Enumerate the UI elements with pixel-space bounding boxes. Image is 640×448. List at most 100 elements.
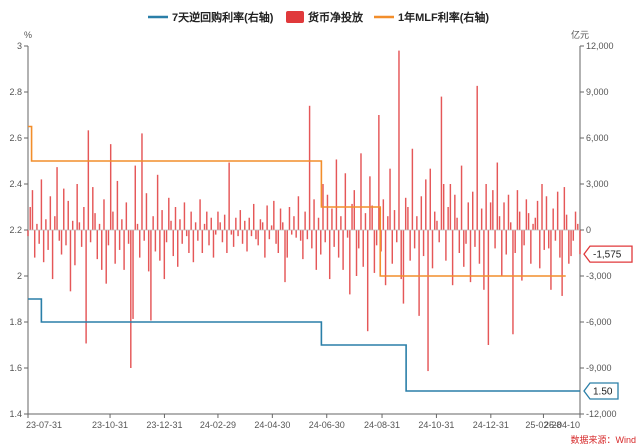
- net-injection-bar: [480, 208, 483, 230]
- net-injection-bar: [380, 230, 382, 252]
- net-injection-bar: [324, 230, 326, 243]
- right-tick-label: 3,000: [586, 179, 609, 189]
- net-injection-bar: [74, 230, 76, 266]
- x-tick-label: 23-07-31: [26, 420, 62, 430]
- net-injection-bar: [391, 230, 393, 264]
- net-injection-bar: [375, 230, 378, 246]
- net-injection-bar: [230, 230, 233, 235]
- net-injection-bar: [101, 230, 103, 270]
- net-injection-bar: [378, 115, 380, 230]
- net-injection-bar: [199, 199, 201, 230]
- net-injection-bar: [333, 230, 335, 247]
- net-injection-bar: [275, 230, 277, 244]
- net-injection-bar: [534, 217, 537, 230]
- net-injection-bar: [447, 207, 449, 230]
- net-injection-bar: [411, 148, 414, 230]
- net-injection-bar: [469, 230, 472, 283]
- net-injection-bar: [96, 230, 98, 260]
- net-injection-bar: [425, 179, 427, 230]
- net-injection-bar: [192, 230, 195, 263]
- x-tick-label: 24-04-30: [254, 420, 290, 430]
- net-injection-bar: [317, 217, 320, 230]
- net-injection-bar: [366, 230, 369, 332]
- net-injection-bar: [116, 180, 119, 230]
- net-injection-bar: [206, 211, 208, 230]
- net-injection-bar: [237, 230, 239, 237]
- net-injection-bar: [179, 219, 181, 230]
- net-injection-bar: [181, 230, 183, 244]
- x-tick-label: 25-02-28: [525, 420, 561, 430]
- net-injection-bar: [572, 230, 575, 241]
- net-injection-bar: [295, 230, 297, 238]
- net-injection-bar: [527, 213, 530, 230]
- net-injection-bar: [201, 230, 204, 253]
- x-tick-label: 23-12-31: [146, 420, 182, 430]
- net-injection-bar: [248, 217, 250, 230]
- net-injection-bar: [523, 230, 525, 246]
- right-tick-label: 6,000: [586, 133, 609, 143]
- net-injection-bar: [65, 230, 67, 246]
- net-injection-bar: [273, 200, 275, 230]
- net-injection-bar: [308, 105, 311, 230]
- net-injection-bar: [360, 153, 362, 230]
- net-injection-bar: [445, 230, 447, 261]
- net-injection-bar: [83, 207, 85, 230]
- net-injection-bar: [67, 200, 69, 230]
- net-injection-bar: [47, 230, 49, 250]
- chart-legend: 7天逆回购利率(右轴) 货币净投放 1年MLF利率(右轴): [148, 10, 489, 24]
- net-injection-bar: [306, 230, 309, 240]
- legend-swatch-net-injection: [286, 11, 304, 23]
- net-injection-bar: [543, 230, 545, 250]
- left-tick-label: 1.8: [9, 317, 22, 327]
- net-injection-bar: [172, 230, 174, 257]
- net-injection-bar: [416, 216, 418, 230]
- net-injection-bar: [451, 230, 454, 286]
- net-injection-bar: [554, 230, 557, 241]
- source-note: 数据来源：Wind: [570, 434, 636, 445]
- net-injection-bar: [38, 230, 40, 244]
- net-injection-bar: [355, 230, 358, 276]
- net-injection-bar: [168, 197, 170, 230]
- net-injection-bar: [161, 210, 163, 230]
- net-injection-bar: [574, 211, 577, 230]
- net-injection-bar: [438, 230, 440, 243]
- net-injection-bar: [118, 230, 121, 250]
- net-injection-bar: [212, 230, 215, 258]
- net-injection-bar: [530, 230, 532, 264]
- net-injection-bar: [456, 217, 458, 230]
- net-injection-bar: [42, 230, 45, 263]
- net-injection-bar: [460, 165, 463, 230]
- net-injection-bar: [49, 196, 52, 230]
- right-tick-label: 12,000: [586, 41, 614, 51]
- net-injection-bar: [369, 176, 371, 230]
- net-injection-bar: [121, 219, 123, 230]
- net-injection-bar: [223, 214, 226, 230]
- net-injection-bar: [458, 230, 461, 253]
- net-injection-bar: [217, 211, 219, 230]
- net-injection-bar: [328, 230, 331, 280]
- net-injection-bar: [532, 223, 534, 230]
- right-tick-label: -3,000: [586, 271, 612, 281]
- net-injection-bar: [487, 230, 490, 345]
- net-injection-bar: [69, 230, 72, 292]
- net-injection-bar: [288, 207, 291, 230]
- net-injection-bar: [449, 184, 452, 230]
- net-injection-bar: [284, 230, 286, 283]
- net-injection-bar: [241, 230, 244, 244]
- net-injection-bar: [183, 202, 186, 230]
- left-tick-label: 2.2: [9, 225, 22, 235]
- right-tick-label: -6,000: [586, 317, 612, 327]
- net-injection-bar: [547, 230, 550, 249]
- net-injection-bar: [429, 168, 431, 230]
- net-injection-bar: [87, 130, 90, 230]
- net-injection-bar: [244, 220, 246, 230]
- net-injection-bar: [58, 230, 61, 241]
- left-tick-label: 1.4: [9, 409, 22, 419]
- net-injection-bar: [570, 230, 572, 257]
- net-injection-bar: [396, 230, 398, 243]
- legend-label-mlf: 1年MLF利率(右轴): [398, 10, 489, 24]
- net-injection-bar: [246, 230, 248, 252]
- net-injection-bar: [521, 230, 523, 281]
- net-injection-bar: [132, 230, 134, 319]
